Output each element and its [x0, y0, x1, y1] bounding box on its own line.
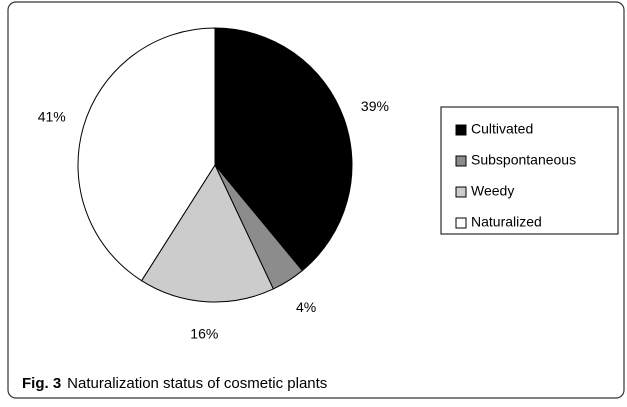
pie-slice [77, 27, 216, 282]
slice-label: 4% [296, 299, 316, 315]
legend-label: Cultivated [471, 121, 533, 137]
slice-label: 39% [361, 98, 389, 114]
legend-label: Subspontaneous [471, 152, 576, 168]
legend-label: Naturalized [471, 214, 542, 230]
legend-label: Weedy [471, 183, 514, 199]
slice-label: 16% [190, 325, 218, 341]
legend-box [440, 106, 619, 235]
legend-swatch [455, 186, 467, 198]
legend-swatch [455, 217, 467, 229]
pie-slice [214, 27, 353, 272]
legend-swatch [455, 155, 467, 167]
caption-text: Naturalization status of cosmetic plants [67, 375, 327, 392]
caption: Fig. 3 Naturalization status of cosmetic … [22, 375, 327, 392]
slice-label: 41% [38, 108, 66, 124]
legend-swatch [455, 124, 467, 136]
caption-label: Fig. 3 [22, 375, 61, 392]
pie-slice [140, 163, 274, 303]
